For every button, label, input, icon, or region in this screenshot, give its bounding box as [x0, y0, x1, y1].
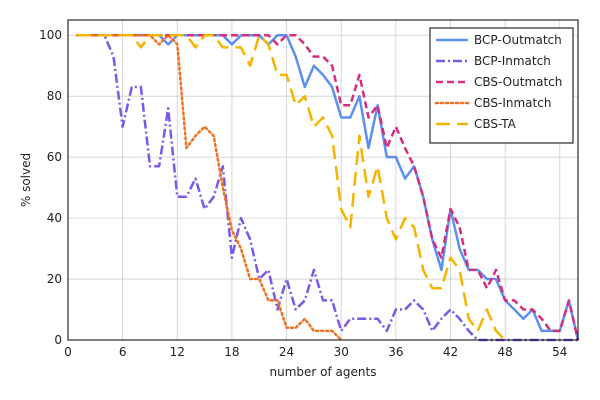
series-line-bcp-outmatch: [77, 33, 580, 341]
y-tick-label-4: 80: [47, 89, 62, 103]
legend-box: [429, 27, 574, 144]
y-tick-label-0: 0: [54, 333, 62, 347]
x-tick-label-8: 48: [498, 345, 513, 359]
y-tick-label-3: 60: [47, 150, 62, 164]
x-tick-label-4: 24: [279, 345, 294, 359]
x-tick-label-3: 18: [224, 345, 239, 359]
legend: BCP-Outmatch BCP-Inmatch CBS-Outmatch CBS-I…: [429, 27, 574, 144]
x-tick-label-0: 0: [64, 345, 72, 359]
x-tick-label-5: 30: [334, 345, 349, 359]
series-line-cbs-ta: [77, 33, 506, 341]
legend-label-cbs-inmatch: CBS-Inmatch: [474, 96, 551, 110]
legend-label-bcp-outmatch: BCP-Outmatch: [474, 33, 562, 47]
legend-label-cbs-outmatch: CBS-Outmatch: [474, 75, 562, 89]
x-tick-label-9: 54: [552, 345, 567, 359]
y-axis-label: % solved: [19, 153, 33, 207]
x-tick-label-2: 12: [170, 345, 185, 359]
legend-label-bcp-inmatch: BCP-Inmatch: [474, 54, 551, 68]
plot-frame: [67, 19, 579, 341]
y-tick-label-2: 40: [47, 211, 62, 225]
y-tick-label-5: 100: [39, 28, 62, 42]
x-tick-label-6: 36: [388, 345, 403, 359]
series-lines: [75, 33, 580, 342]
legend-label-cbs-ta: CBS-TA: [474, 117, 517, 131]
y-tick-label-1: 20: [47, 272, 62, 286]
x-tick-label-1: 6: [119, 345, 127, 359]
x-tick-label-7: 42: [443, 345, 458, 359]
x-axis-label: number of agents: [270, 365, 377, 379]
axis-ticks: 0 6 12 18 24 30 36 42 48 54 0 20 40 60 80 100: [39, 28, 567, 359]
